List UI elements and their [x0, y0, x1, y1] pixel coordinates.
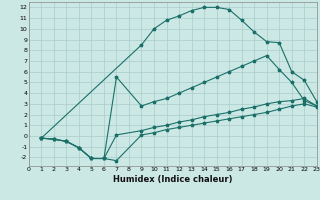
X-axis label: Humidex (Indice chaleur): Humidex (Indice chaleur) — [113, 175, 233, 184]
